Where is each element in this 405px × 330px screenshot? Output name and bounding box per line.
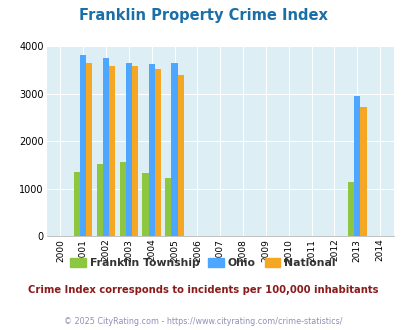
Bar	[74, 172, 80, 236]
Bar	[96, 164, 103, 236]
Bar	[132, 66, 138, 236]
Bar	[86, 63, 92, 236]
Bar	[360, 107, 366, 236]
Bar	[171, 63, 177, 236]
Bar	[103, 58, 109, 236]
Bar	[165, 178, 171, 236]
Legend: Franklin Township, Ohio, National: Franklin Township, Ohio, National	[70, 258, 335, 268]
Bar	[177, 75, 183, 236]
Bar	[148, 64, 154, 236]
Bar	[154, 69, 161, 236]
Bar	[126, 63, 132, 236]
Bar	[109, 66, 115, 236]
Text: Crime Index corresponds to incidents per 100,000 inhabitants: Crime Index corresponds to incidents per…	[28, 285, 377, 295]
Bar	[80, 55, 86, 236]
Bar	[142, 173, 148, 236]
Bar	[347, 182, 353, 236]
Bar	[119, 162, 126, 236]
Bar	[353, 96, 360, 236]
Text: © 2025 CityRating.com - https://www.cityrating.com/crime-statistics/: © 2025 CityRating.com - https://www.city…	[64, 317, 341, 326]
Text: Franklin Property Crime Index: Franklin Property Crime Index	[79, 8, 326, 23]
